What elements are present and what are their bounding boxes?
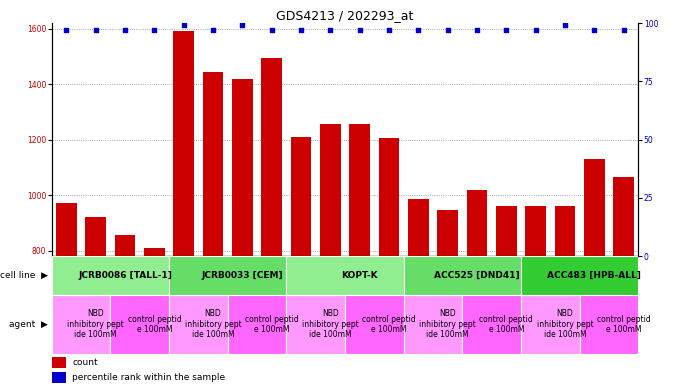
Point: [471, 27, 482, 33]
Bar: [466, 190, 487, 384]
Point: [442, 27, 453, 33]
Bar: [437, 210, 458, 384]
Text: NBD
inhibitory pept
ide 100mM: NBD inhibitory pept ide 100mM: [302, 310, 359, 339]
Point: [384, 27, 395, 33]
Bar: [228, 295, 286, 354]
Bar: [349, 124, 370, 384]
Bar: [173, 31, 194, 384]
Text: control peptid
e 100mM: control peptid e 100mM: [480, 314, 533, 334]
Bar: [580, 295, 638, 354]
Bar: [584, 159, 604, 384]
Point: [266, 27, 277, 33]
Text: JCRB0086 [TALL-1]: JCRB0086 [TALL-1]: [78, 271, 172, 280]
Bar: [462, 295, 521, 354]
Text: NBD
inhibitory pept
ide 100mM: NBD inhibitory pept ide 100mM: [68, 310, 124, 339]
Bar: [144, 248, 165, 384]
Point: [413, 27, 424, 33]
Bar: [521, 256, 638, 295]
Bar: [379, 138, 400, 384]
Bar: [203, 71, 224, 384]
Bar: [110, 295, 169, 354]
Point: [208, 27, 219, 33]
Text: control peptid
e 100mM: control peptid e 100mM: [597, 314, 651, 334]
Point: [325, 27, 336, 33]
Bar: [86, 217, 106, 384]
Point: [237, 22, 248, 28]
Bar: [525, 206, 546, 384]
Title: GDS4213 / 202293_at: GDS4213 / 202293_at: [276, 9, 414, 22]
Text: agent  ▶: agent ▶: [10, 320, 48, 329]
Bar: [286, 295, 345, 354]
Point: [295, 27, 306, 33]
Bar: [52, 256, 169, 295]
Bar: [169, 256, 286, 295]
Bar: [52, 295, 110, 354]
Text: control peptid
e 100mM: control peptid e 100mM: [362, 314, 416, 334]
Bar: [115, 235, 135, 384]
Bar: [290, 137, 311, 384]
Bar: [404, 256, 521, 295]
Bar: [555, 206, 575, 384]
Bar: [404, 295, 462, 354]
Text: control peptid
e 100mM: control peptid e 100mM: [245, 314, 299, 334]
Text: NBD
inhibitory pept
ide 100mM: NBD inhibitory pept ide 100mM: [537, 310, 593, 339]
Point: [589, 27, 600, 33]
Point: [354, 27, 365, 33]
Point: [90, 27, 101, 33]
Bar: [232, 79, 253, 384]
Text: control peptid
e 100mM: control peptid e 100mM: [128, 314, 181, 334]
Point: [119, 27, 130, 33]
Text: KOPT-K: KOPT-K: [342, 271, 378, 280]
Text: ACC525 [DND41]: ACC525 [DND41]: [434, 271, 520, 280]
Bar: [613, 177, 634, 384]
Text: ACC483 [HPB-ALL]: ACC483 [HPB-ALL]: [547, 271, 641, 280]
Bar: [408, 199, 428, 384]
Point: [560, 22, 571, 28]
Text: JCRB0033 [CEM]: JCRB0033 [CEM]: [201, 271, 283, 280]
Bar: [286, 256, 404, 295]
Bar: [496, 206, 517, 384]
Bar: [169, 295, 228, 354]
Point: [618, 27, 629, 33]
Point: [178, 22, 189, 28]
Text: NBD
inhibitory pept
ide 100mM: NBD inhibitory pept ide 100mM: [185, 310, 242, 339]
Point: [530, 27, 541, 33]
Bar: [52, 372, 66, 382]
Text: count: count: [72, 358, 98, 367]
Bar: [56, 204, 77, 384]
Bar: [320, 124, 341, 384]
Text: cell line  ▶: cell line ▶: [0, 271, 48, 280]
Bar: [521, 295, 580, 354]
Bar: [52, 357, 66, 367]
Bar: [345, 295, 404, 354]
Text: NBD
inhibitory pept
ide 100mM: NBD inhibitory pept ide 100mM: [420, 310, 476, 339]
Point: [149, 27, 160, 33]
Point: [501, 27, 512, 33]
Bar: [262, 58, 282, 384]
Point: [61, 27, 72, 33]
Text: percentile rank within the sample: percentile rank within the sample: [72, 373, 226, 382]
